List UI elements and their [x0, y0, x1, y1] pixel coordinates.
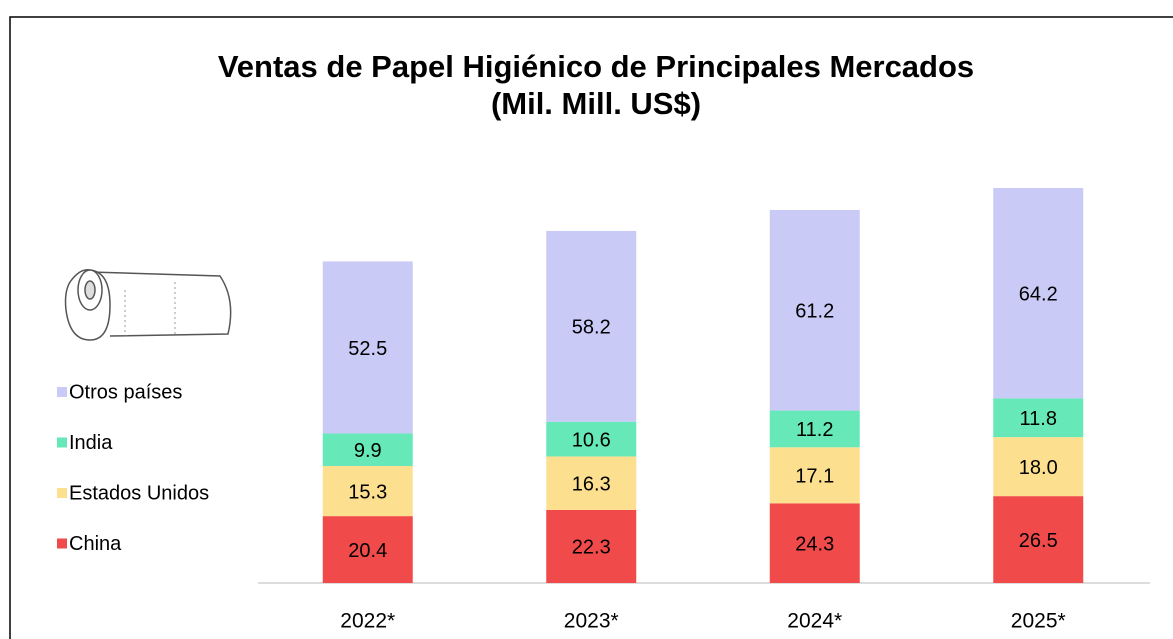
bar-segment — [546, 509, 637, 583]
legend-swatch — [57, 538, 67, 549]
data-label: 58.2 — [572, 317, 611, 339]
bar-segment — [769, 503, 860, 583]
bar-segment — [769, 447, 860, 504]
data-label: 61.2 — [795, 301, 834, 323]
legend-label: China — [69, 533, 122, 555]
data-label: 26.5 — [1019, 530, 1058, 552]
data-label: 9.9 — [354, 440, 382, 462]
data-label: 64.2 — [1019, 284, 1058, 306]
data-label: 11.8 — [1020, 408, 1057, 430]
data-label: 15.3 — [348, 481, 387, 503]
legend-swatch — [57, 437, 67, 448]
data-label: 11.2 — [796, 419, 833, 441]
bar-segment — [546, 456, 637, 510]
legend-label: Otros países — [69, 381, 182, 403]
x-tick-label: 2025* — [1011, 610, 1066, 633]
x-tick-label: 2024* — [787, 610, 842, 633]
legend-swatch — [57, 488, 67, 498]
data-label: 16.3 — [572, 473, 611, 495]
bar-segment — [546, 230, 637, 422]
bar-segment — [322, 261, 413, 434]
bar-segment — [322, 516, 413, 583]
x-tick-label: 2022* — [340, 610, 395, 633]
bar-segment — [993, 398, 1084, 438]
bar-segment — [322, 433, 413, 466]
toilet-roll-icon — [64, 269, 232, 341]
legend-swatch — [57, 387, 67, 397]
data-label: 10.6 — [572, 429, 611, 451]
chart-title: Ventas de Papel Higiénico de Principales… — [218, 49, 974, 84]
data-label: 52.5 — [348, 338, 387, 360]
bar-segment — [993, 188, 1084, 399]
legend-label: India — [69, 432, 113, 454]
chart-subtitle: (Mil. Mill. US$) — [491, 86, 701, 121]
data-label: 22.3 — [572, 537, 611, 559]
bar-segment — [546, 421, 637, 457]
bar-segment — [769, 410, 860, 448]
bar-segment — [993, 437, 1084, 497]
data-label: 20.4 — [348, 540, 387, 562]
bar-segment — [322, 465, 413, 517]
data-label: 17.1 — [795, 466, 834, 488]
legend-label: Estados Unidos — [69, 482, 209, 504]
data-label: 18.0 — [1019, 457, 1058, 479]
x-tick-label: 2023* — [564, 610, 619, 633]
data-label: 24.3 — [795, 533, 834, 555]
bar-segment — [769, 209, 860, 411]
bar-segment — [993, 496, 1084, 583]
